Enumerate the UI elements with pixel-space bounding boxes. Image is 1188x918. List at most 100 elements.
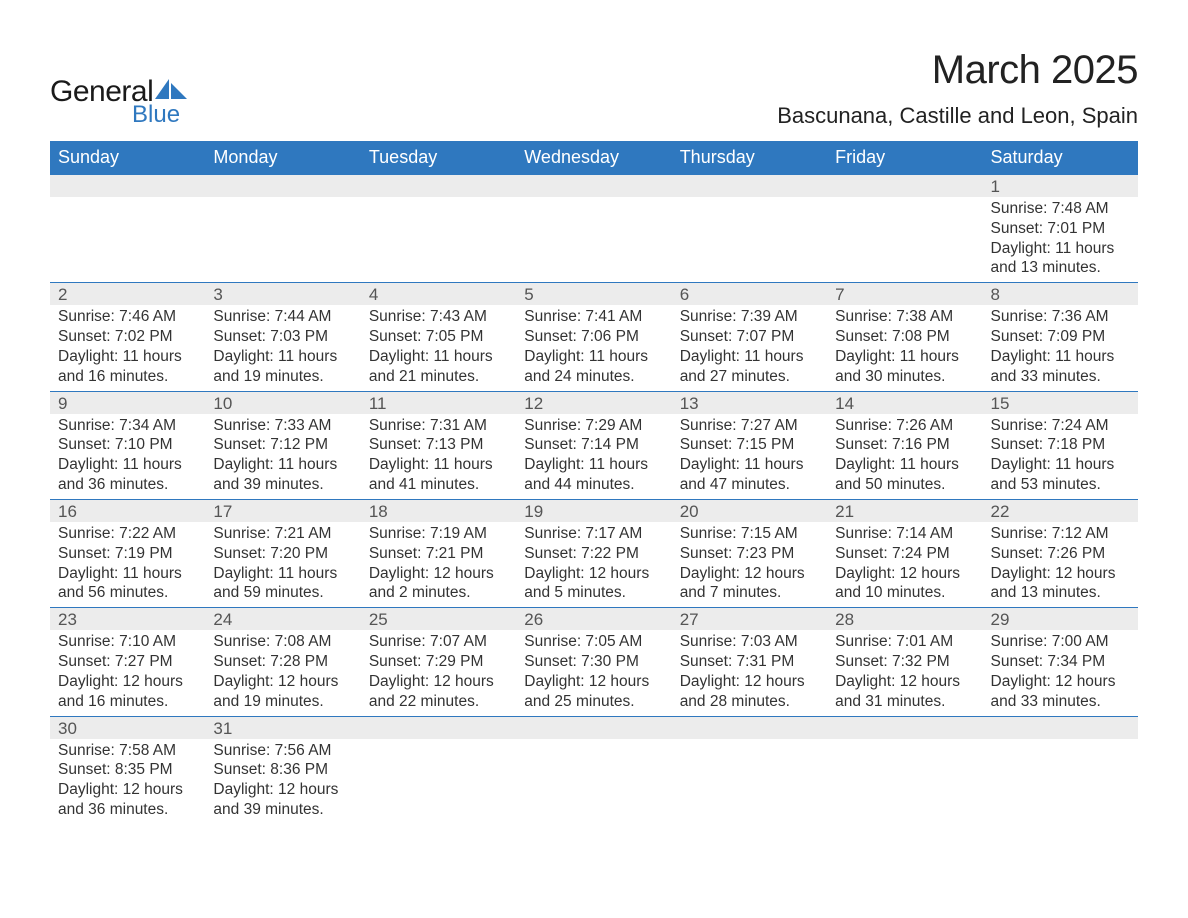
day-number: 28 (827, 608, 982, 630)
daylight-line: Daylight: 12 hours and 10 minutes. (835, 564, 974, 604)
day-body: Sunrise: 7:39 AMSunset: 7:07 PMDaylight:… (672, 305, 827, 390)
day-body: Sunrise: 7:26 AMSunset: 7:16 PMDaylight:… (827, 414, 982, 499)
day-number: 13 (672, 392, 827, 414)
day-number (516, 175, 671, 197)
day-body: Sunrise: 7:38 AMSunset: 7:08 PMDaylight:… (827, 305, 982, 390)
daylight-line: Daylight: 12 hours and 31 minutes. (835, 672, 974, 712)
day-body: Sunrise: 7:44 AMSunset: 7:03 PMDaylight:… (205, 305, 360, 390)
sunrise-line: Sunrise: 7:56 AM (213, 741, 352, 761)
daylight-line: Daylight: 11 hours and 30 minutes. (835, 347, 974, 387)
day-number: 30 (50, 717, 205, 739)
calendar-cell: 31Sunrise: 7:56 AMSunset: 8:36 PMDayligh… (205, 716, 360, 824)
daylight-line: Daylight: 12 hours and 5 minutes. (524, 564, 663, 604)
calendar-cell: 17Sunrise: 7:21 AMSunset: 7:20 PMDayligh… (205, 499, 360, 607)
day-body: Sunrise: 7:05 AMSunset: 7:30 PMDaylight:… (516, 630, 671, 715)
sunset-line: Sunset: 7:19 PM (58, 544, 197, 564)
day-body (983, 739, 1138, 821)
sunrise-line: Sunrise: 7:58 AM (58, 741, 197, 761)
day-number: 1 (983, 175, 1138, 197)
sunrise-line: Sunrise: 7:27 AM (680, 416, 819, 436)
calendar-week-row: 23Sunrise: 7:10 AMSunset: 7:27 PMDayligh… (50, 608, 1138, 716)
calendar-cell (827, 716, 982, 824)
day-number (983, 717, 1138, 739)
calendar-cell: 18Sunrise: 7:19 AMSunset: 7:21 PMDayligh… (361, 499, 516, 607)
calendar-cell: 11Sunrise: 7:31 AMSunset: 7:13 PMDayligh… (361, 391, 516, 499)
calendar-week-row: 1Sunrise: 7:48 AMSunset: 7:01 PMDaylight… (50, 175, 1138, 283)
sunrise-line: Sunrise: 7:39 AM (680, 307, 819, 327)
day-number: 17 (205, 500, 360, 522)
day-number: 4 (361, 283, 516, 305)
sunset-line: Sunset: 7:06 PM (524, 327, 663, 347)
daylight-line: Daylight: 12 hours and 2 minutes. (369, 564, 508, 604)
day-body: Sunrise: 7:27 AMSunset: 7:15 PMDaylight:… (672, 414, 827, 499)
calendar-cell (361, 175, 516, 283)
day-body: Sunrise: 7:58 AMSunset: 8:35 PMDaylight:… (50, 739, 205, 824)
calendar-cell: 23Sunrise: 7:10 AMSunset: 7:27 PMDayligh… (50, 608, 205, 716)
day-body: Sunrise: 7:15 AMSunset: 7:23 PMDaylight:… (672, 522, 827, 607)
day-body: Sunrise: 7:00 AMSunset: 7:34 PMDaylight:… (983, 630, 1138, 715)
day-body: Sunrise: 7:01 AMSunset: 7:32 PMDaylight:… (827, 630, 982, 715)
day-body: Sunrise: 7:34 AMSunset: 7:10 PMDaylight:… (50, 414, 205, 499)
sunset-line: Sunset: 7:28 PM (213, 652, 352, 672)
daylight-line: Daylight: 11 hours and 33 minutes. (991, 347, 1130, 387)
calendar-cell: 1Sunrise: 7:48 AMSunset: 7:01 PMDaylight… (983, 175, 1138, 283)
day-number (516, 717, 671, 739)
sunrise-line: Sunrise: 7:21 AM (213, 524, 352, 544)
sunset-line: Sunset: 7:34 PM (991, 652, 1130, 672)
weekday-header: Friday (827, 141, 982, 175)
calendar-head: SundayMondayTuesdayWednesdayThursdayFrid… (50, 141, 1138, 175)
sunrise-line: Sunrise: 7:03 AM (680, 632, 819, 652)
day-body: Sunrise: 7:17 AMSunset: 7:22 PMDaylight:… (516, 522, 671, 607)
calendar-body: 1Sunrise: 7:48 AMSunset: 7:01 PMDaylight… (50, 175, 1138, 824)
sunrise-line: Sunrise: 7:29 AM (524, 416, 663, 436)
sunrise-line: Sunrise: 7:26 AM (835, 416, 974, 436)
sunrise-line: Sunrise: 7:01 AM (835, 632, 974, 652)
calendar-week-row: 2Sunrise: 7:46 AMSunset: 7:02 PM Daylight… (50, 283, 1138, 391)
sunset-line: Sunset: 7:12 PM (213, 435, 352, 455)
location-subtitle: Bascunana, Castille and Leon, Spain (777, 103, 1138, 129)
sunrise-line: Sunrise: 7:46 AM (58, 307, 197, 327)
daylight-line: Daylight: 11 hours and 19 minutes. (213, 347, 352, 387)
day-number: 29 (983, 608, 1138, 630)
daylight-line: Daylight: 11 hours and 47 minutes. (680, 455, 819, 495)
day-body (827, 197, 982, 279)
day-number (50, 175, 205, 197)
calendar-cell: 27Sunrise: 7:03 AMSunset: 7:31 PMDayligh… (672, 608, 827, 716)
weekday-header: Wednesday (516, 141, 671, 175)
calendar-cell (983, 716, 1138, 824)
day-number (827, 717, 982, 739)
calendar-cell: 24Sunrise: 7:08 AMSunset: 7:28 PMDayligh… (205, 608, 360, 716)
calendar-table: SundayMondayTuesdayWednesdayThursdayFrid… (50, 141, 1138, 824)
sunrise-line: Sunrise: 7:15 AM (680, 524, 819, 544)
calendar-cell (516, 716, 671, 824)
sunrise-line: Sunrise: 7:08 AM (213, 632, 352, 652)
calendar-cell (827, 175, 982, 283)
sunset-line: Sunset: 7:22 PM (524, 544, 663, 564)
day-body (361, 739, 516, 821)
sunrise-line: Sunrise: 7:36 AM (991, 307, 1130, 327)
daylight-line: Daylight: 12 hours and 36 minutes. (58, 780, 197, 820)
daylight-line: Daylight: 11 hours and 36 minutes. (58, 455, 197, 495)
day-number: 2 (50, 283, 205, 305)
logo-text-blue: Blue (132, 101, 180, 129)
sunrise-line: Sunrise: 7:14 AM (835, 524, 974, 544)
day-number: 5 (516, 283, 671, 305)
calendar-cell: 10Sunrise: 7:33 AMSunset: 7:12 PMDayligh… (205, 391, 360, 499)
sunset-line: Sunset: 8:36 PM (213, 760, 352, 780)
calendar-cell: 12Sunrise: 7:29 AMSunset: 7:14 PMDayligh… (516, 391, 671, 499)
sunset-line: Sunset: 7:29 PM (369, 652, 508, 672)
sunset-line: Sunset: 7:10 PM (58, 435, 197, 455)
sunrise-line: Sunrise: 7:07 AM (369, 632, 508, 652)
day-body: Sunrise: 7:21 AMSunset: 7:20 PMDaylight:… (205, 522, 360, 607)
day-number: 19 (516, 500, 671, 522)
sunset-line: Sunset: 7:18 PM (991, 435, 1130, 455)
day-number: 11 (361, 392, 516, 414)
logo: General Blue (50, 75, 189, 129)
day-body: Sunrise: 7:33 AMSunset: 7:12 PMDaylight:… (205, 414, 360, 499)
calendar-cell: 3Sunrise: 7:44 AMSunset: 7:03 PMDaylight… (205, 283, 360, 391)
sunset-line: Sunset: 7:02 PM (58, 327, 197, 347)
day-number: 22 (983, 500, 1138, 522)
calendar-cell: 5Sunrise: 7:41 AMSunset: 7:06 PMDaylight… (516, 283, 671, 391)
day-number: 7 (827, 283, 982, 305)
calendar-cell: 4Sunrise: 7:43 AMSunset: 7:05 PMDaylight… (361, 283, 516, 391)
